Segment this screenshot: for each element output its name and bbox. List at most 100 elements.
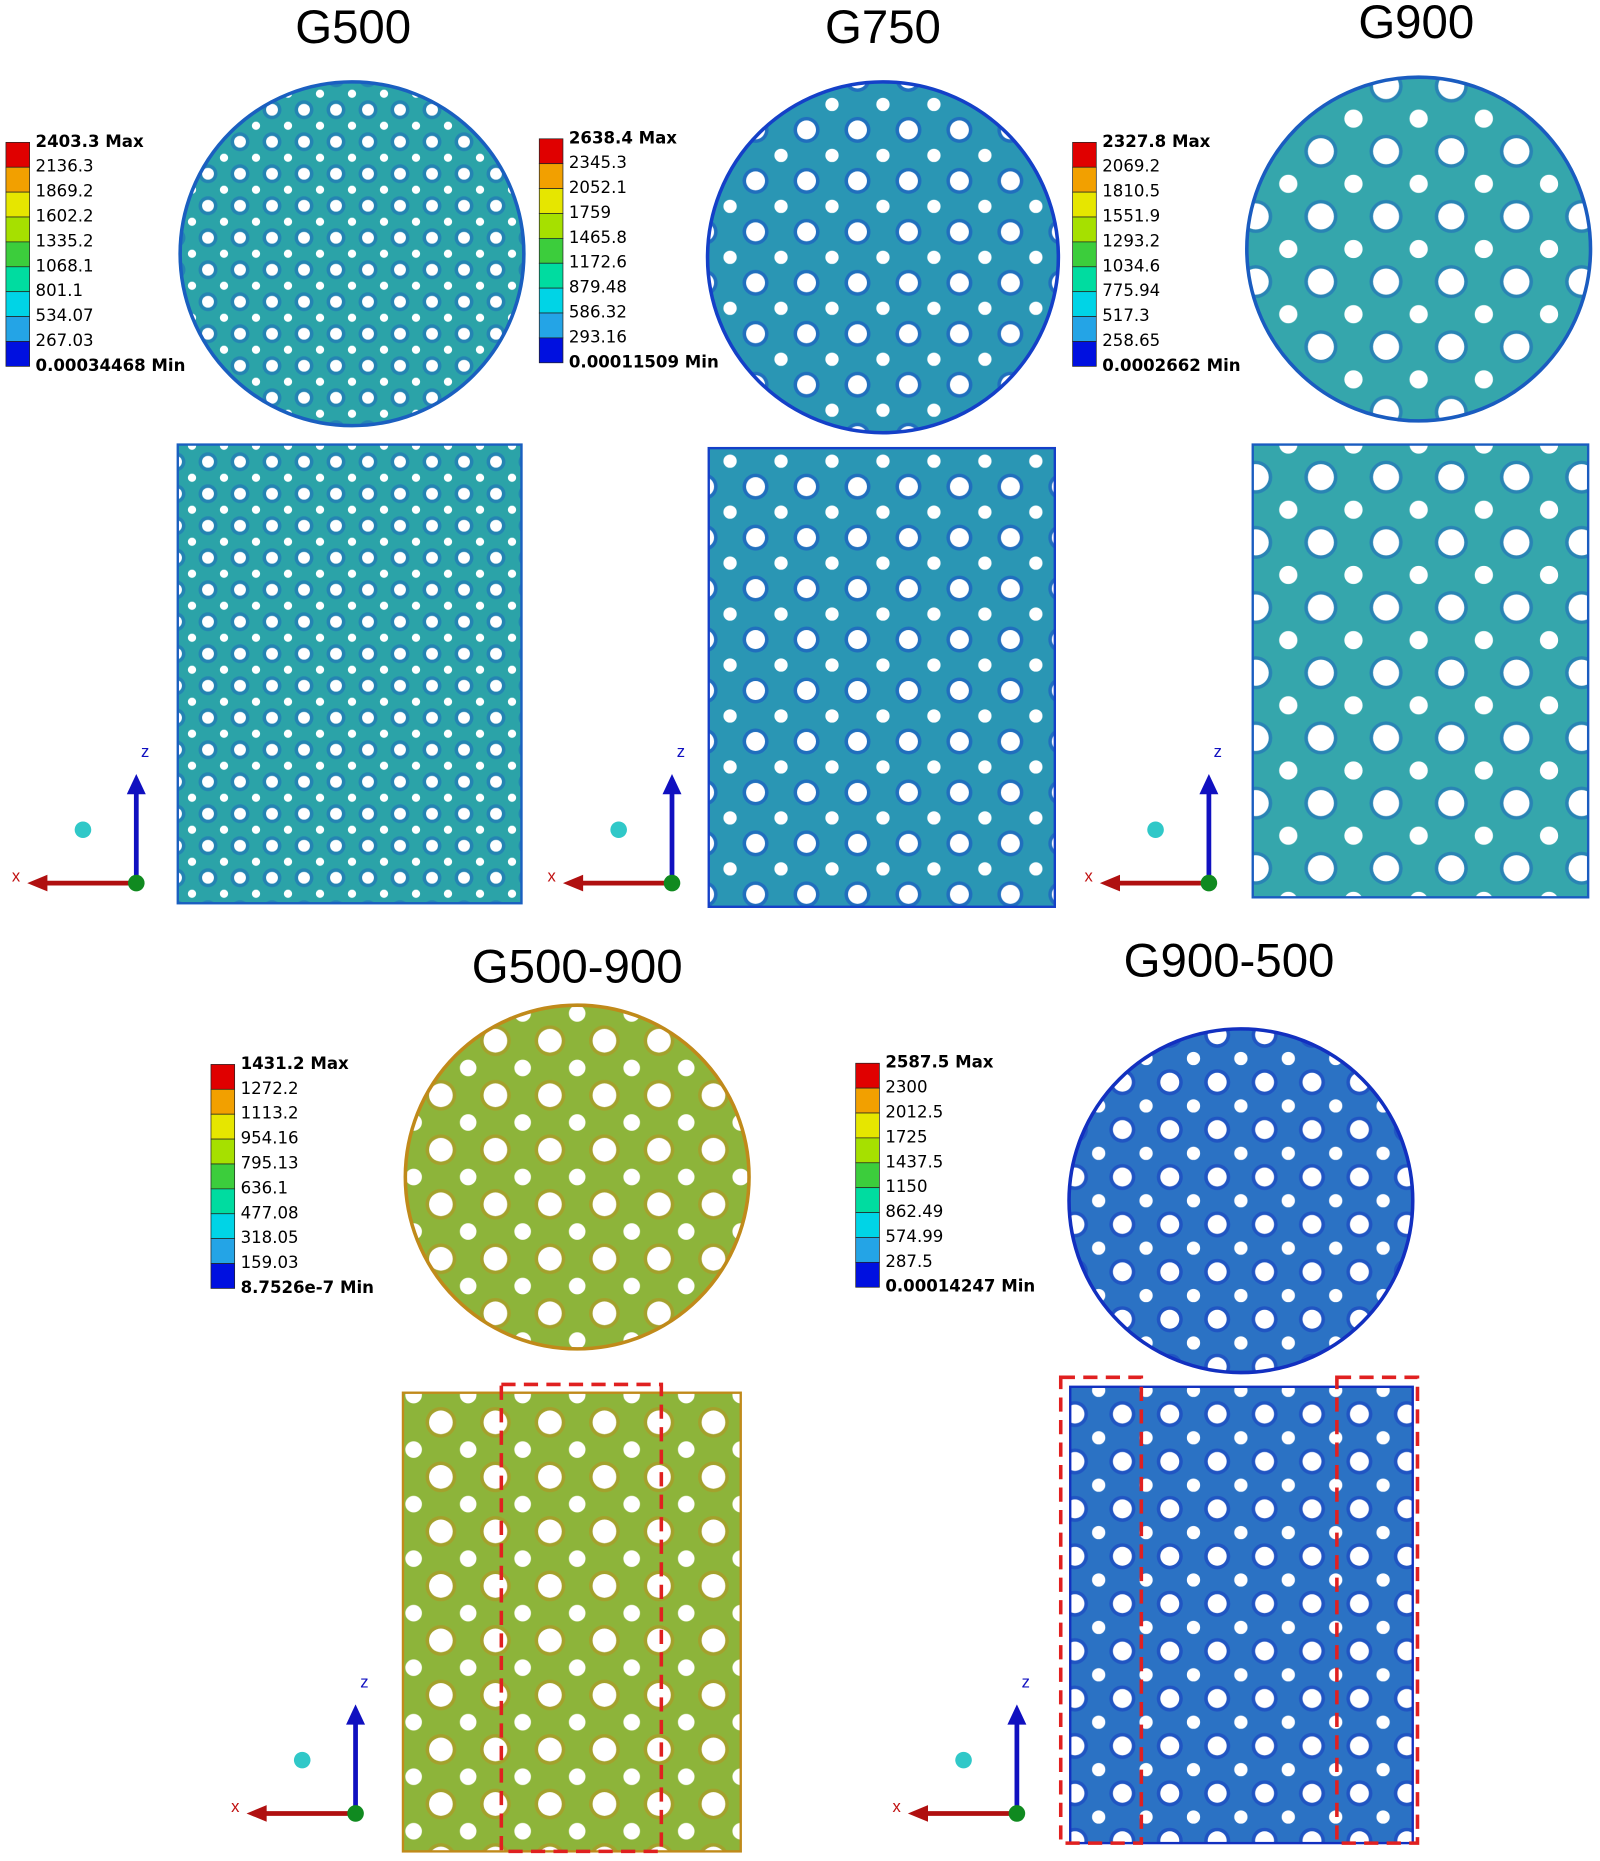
legend-label: 1431.2 Max [241,1054,349,1073]
legend-swatch [210,1238,236,1264]
legend-label: 0.00014247 Min [885,1277,1035,1296]
legend-label: 1869.2 [36,182,94,201]
legend-swatch [1072,316,1097,342]
legend-swatch [210,1188,236,1215]
legend-swatch [855,1162,880,1189]
axis-label-z: z [1022,1672,1030,1691]
legend-label: 534.07 [36,306,94,325]
legend-swatch [538,213,564,239]
y-marker [610,821,627,839]
panel-title: G500-900 [472,941,683,994]
legend-swatch [210,1163,236,1190]
legend-label: 293.16 [569,327,627,346]
legend-label: 586.32 [569,303,627,322]
legend-label: 795.13 [241,1153,299,1172]
side-view [401,1391,742,1853]
legend-label: 2300 [885,1078,927,1097]
panel-title: G900-500 [1124,935,1335,988]
legend-label: 1335.2 [36,231,94,250]
legend-label: 287.5 [885,1252,932,1271]
legend-swatch [1072,191,1097,218]
legend-swatch [1072,291,1097,317]
axis-label-x: x [1084,867,1093,886]
legend-swatch [210,1213,236,1240]
legend-label: 801.1 [36,281,83,300]
legend-swatch [210,1263,236,1289]
legend-label: 258.65 [1102,331,1160,350]
legend-swatch [538,138,564,165]
legend-label: 1293.2 [1102,231,1160,250]
legend-label: 879.48 [569,278,627,297]
legend-label: 8.7526e-7 Min [241,1278,374,1297]
legend-label: 0.00034468 Min [36,356,186,375]
legend-swatch [5,316,30,342]
side-view [1251,443,1590,899]
legend-swatch [855,1062,880,1089]
legend-swatch [1072,241,1097,268]
legend-label: 517.3 [1102,306,1149,325]
legend-label: 1759 [569,203,611,222]
legend-swatch [1072,216,1097,243]
legend-label: 954.16 [241,1129,299,1148]
legend-swatch [1072,141,1097,168]
legend-swatch [5,241,30,268]
legend-label: 1034.6 [1102,256,1160,275]
axis-label-x: x [231,1797,240,1816]
legend-swatch [855,1187,880,1213]
legend-label: 2327.8 Max [1102,132,1210,151]
axis-label-x: x [892,1797,901,1816]
highlight-box [1335,1375,1420,1845]
legend-label: 1437.5 [885,1152,943,1171]
axis-label-x: x [12,867,21,886]
z-arrow [662,774,682,795]
legend-swatch [538,337,564,364]
z-arrow [1007,1704,1027,1725]
legend-label: 0.00011509 Min [569,352,719,371]
legend-label: 775.94 [1102,281,1160,300]
legend-swatch [1072,266,1097,293]
axis-label-z: z [677,742,685,761]
legend-swatch [5,141,30,168]
x-arrow [27,874,48,892]
legend-swatch [1072,341,1097,367]
legend-label: 1172.6 [569,253,627,272]
legend-label: 862.49 [885,1202,943,1221]
legend-swatch [855,1087,880,1114]
y-marker [74,821,92,839]
y-marker [1147,821,1164,839]
legend-swatch [538,163,564,189]
legend-label: 2052.1 [569,178,627,197]
legend-swatch [210,1113,236,1140]
axis-label-x: x [548,867,557,886]
legend-label: 636.1 [241,1178,288,1197]
legend-label: 1465.8 [569,228,627,247]
y-marker [955,1751,972,1769]
legend-label: 267.03 [36,331,94,350]
panel-title: G900 [1358,0,1474,49]
legend-label: 1113.2 [241,1104,299,1123]
panel-title: G500 [295,1,411,54]
legend-swatch [210,1064,236,1090]
legend-swatch [538,188,564,214]
z-arrow [346,1704,366,1725]
legend-label: 574.99 [885,1227,943,1246]
z-arrow [126,774,146,795]
top-view [403,1003,751,1351]
top-view [1245,75,1593,423]
legend-swatch [5,166,30,193]
side-view [1069,1385,1414,1845]
origin [128,874,145,892]
legend-label: 2345.3 [569,153,627,172]
side-view [176,443,523,905]
legend-label: 1810.5 [1102,182,1160,201]
top-view [1067,1027,1415,1375]
x-arrow [1099,874,1120,892]
x-arrow [246,1805,267,1822]
legend-swatch [538,287,564,314]
origin [347,1805,364,1822]
legend-swatch [855,1237,880,1263]
legend-swatch [5,291,30,317]
legend-label: 1551.9 [1102,207,1160,226]
highlight-box [1058,1375,1144,1845]
